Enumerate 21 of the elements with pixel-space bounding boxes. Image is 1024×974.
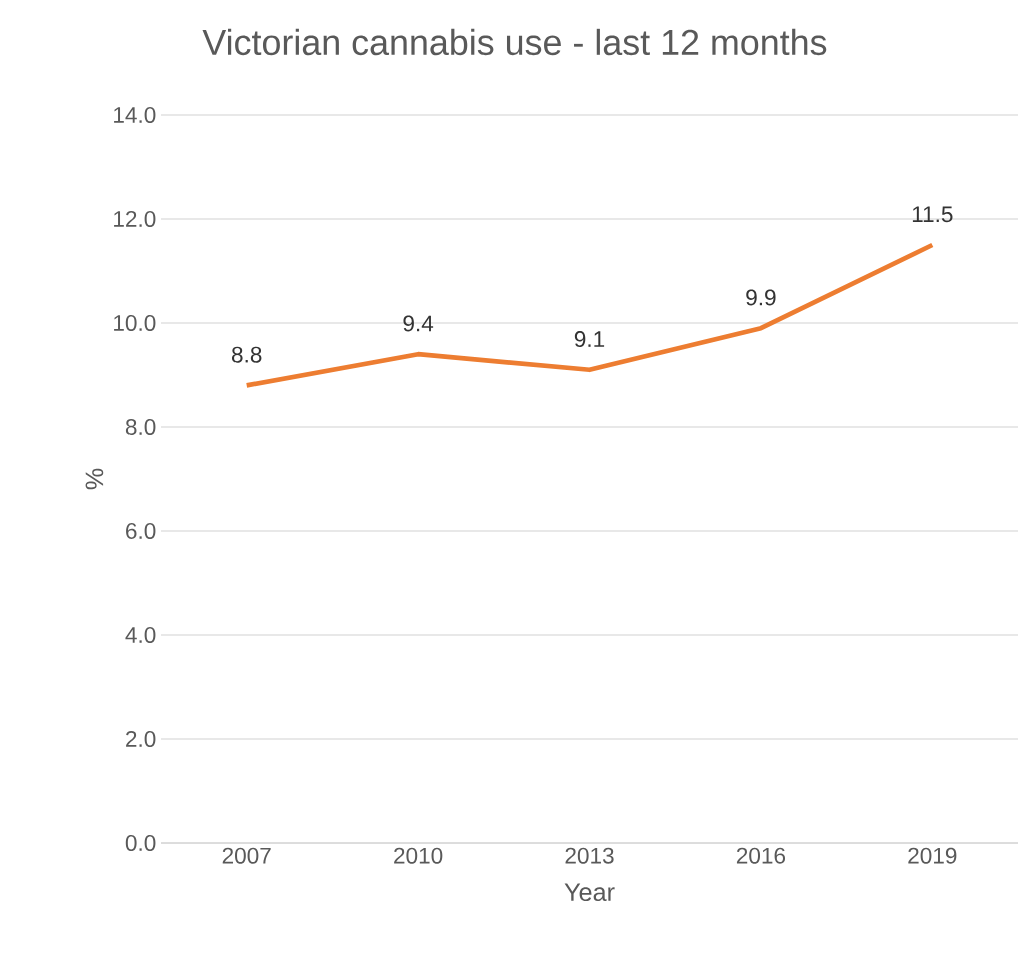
- x-tick-label: 2010: [394, 847, 443, 864]
- data-label: 9.1: [574, 331, 605, 348]
- y-tick-label: 8.0: [125, 419, 156, 435]
- data-label: 9.9: [746, 289, 776, 306]
- y-tick-label: 0.0: [125, 835, 156, 851]
- x-axis-title: Year: [564, 883, 615, 902]
- y-tick-label: 14.0: [114, 106, 156, 123]
- data-label: 9.4: [403, 315, 434, 332]
- y-tick-label: 6.0: [126, 523, 156, 539]
- y-axis-title: %: [85, 468, 104, 490]
- y-tick-label: 12.0: [114, 211, 156, 227]
- x-tick-label: 2019: [908, 847, 957, 864]
- chart-title: Victorian cannabis use - last 12 months: [202, 28, 827, 56]
- y-tick-label: 10.0: [114, 315, 156, 331]
- y-tick-label: 4.0: [125, 627, 156, 643]
- x-tick-label: 2013: [565, 847, 614, 864]
- x-tick-label: 2016: [736, 847, 786, 864]
- x-tick-label: 2007: [222, 847, 271, 864]
- y-tick-label: 2.0: [126, 731, 156, 747]
- data-label: 11.5: [912, 206, 953, 223]
- data-label: 8.8: [231, 346, 262, 363]
